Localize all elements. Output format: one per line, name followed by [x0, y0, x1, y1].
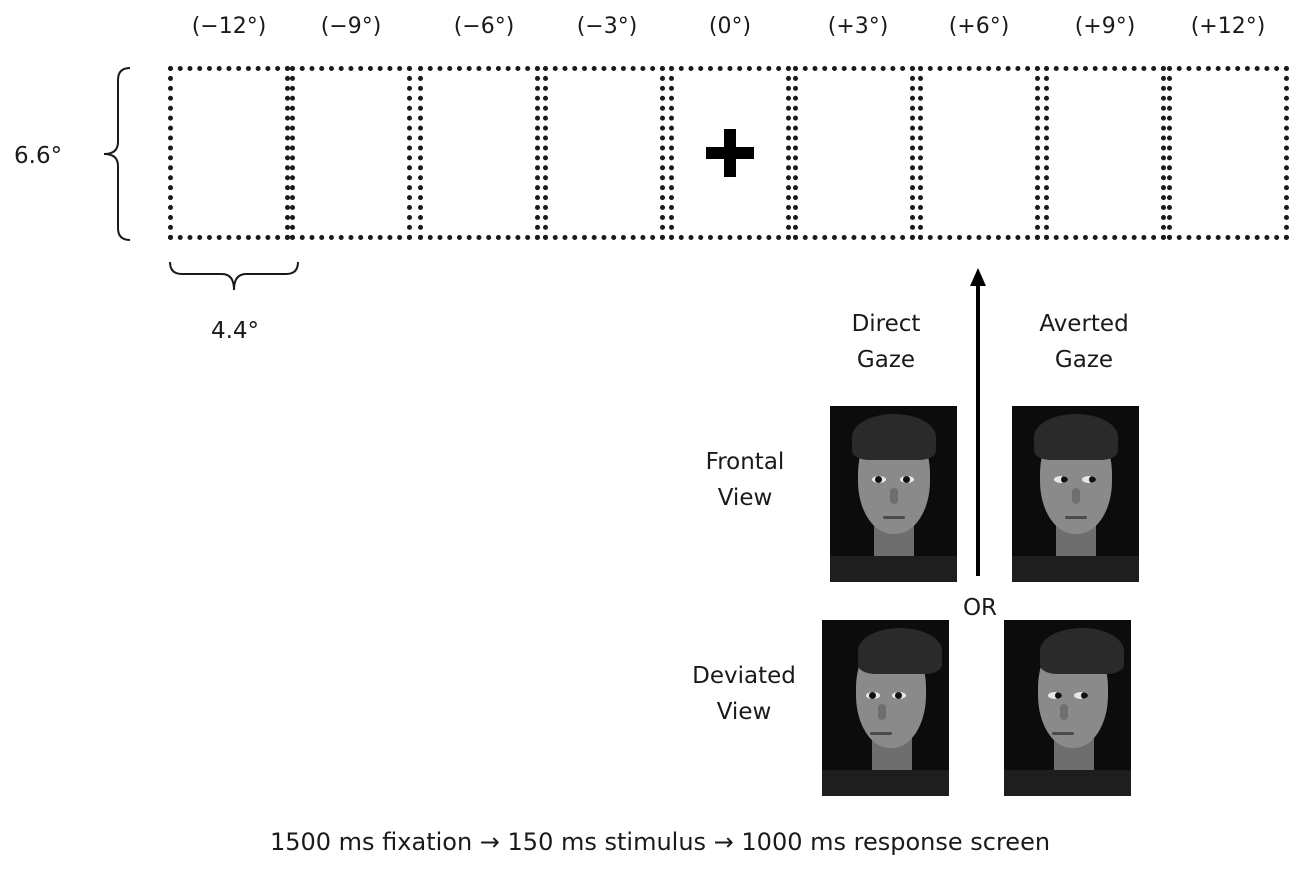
location-box	[1044, 66, 1166, 240]
position-label-plus3: (+3°)	[827, 14, 889, 39]
location-box	[543, 66, 665, 240]
face-photo-deviated-averted	[1004, 620, 1131, 796]
face-photo-frontal-direct	[830, 406, 957, 582]
face-photo-frontal-averted	[1012, 406, 1139, 582]
location-box	[918, 66, 1040, 240]
position-label-minus3: (−3°)	[576, 14, 638, 39]
location-box	[418, 66, 540, 240]
face-photo-deviated-direct	[822, 620, 949, 796]
height-label: 6.6°	[14, 143, 63, 169]
position-label-plus12: (+12°)	[1190, 14, 1266, 39]
width-label: 4.4°	[210, 318, 260, 344]
brace-icon	[169, 261, 299, 291]
deviated-view-label: Deviated View	[692, 663, 796, 725]
fixation-cross-icon	[702, 125, 758, 181]
location-box-center	[669, 66, 791, 240]
position-label-minus12: (−12°)	[191, 14, 267, 39]
position-label-minus9: (−9°)	[320, 14, 382, 39]
averted-gaze-label: Averted Gaze	[1039, 311, 1129, 373]
position-label-minus6: (−6°)	[453, 14, 515, 39]
position-label-plus6: (+6°)	[948, 14, 1010, 39]
location-box	[168, 66, 290, 240]
location-box	[1167, 66, 1289, 240]
brace-icon	[103, 67, 131, 241]
position-label-0: (0°)	[708, 14, 752, 39]
frontal-view-label: Frontal View	[705, 449, 785, 511]
location-box	[290, 66, 412, 240]
direct-gaze-label: Direct Gaze	[851, 311, 921, 373]
arrow-up-icon	[970, 268, 986, 576]
position-label-plus9: (+9°)	[1074, 14, 1136, 39]
or-label: OR	[962, 595, 998, 621]
timeline-caption: 1500 ms fixation → 150 ms stimulus → 100…	[269, 828, 1051, 856]
location-box	[793, 66, 915, 240]
